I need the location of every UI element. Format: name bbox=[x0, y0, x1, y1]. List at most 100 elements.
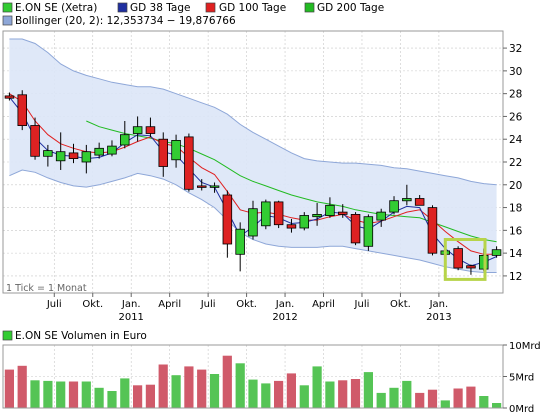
candle bbox=[107, 140, 117, 157]
candle-body-down bbox=[222, 194, 233, 245]
legend-swatch-gd38 bbox=[117, 2, 128, 13]
x-tick-label: Jan. bbox=[275, 299, 295, 310]
volume-grid bbox=[3, 345, 503, 408]
candle bbox=[261, 199, 271, 230]
volume-plot: 0Mrd 5Mrd 10Mrd bbox=[2, 341, 541, 415]
volume-bar-up bbox=[43, 380, 53, 408]
candle-body-up bbox=[325, 204, 335, 217]
bollinger-band bbox=[9, 38, 497, 273]
bollinger-upper-line bbox=[9, 38, 497, 186]
volume-y-tick-label: 0Mrd bbox=[509, 404, 534, 413]
volume-bar-down bbox=[274, 380, 284, 408]
x-tick-label: April bbox=[158, 299, 181, 310]
price-y-tick-label: 28 bbox=[509, 89, 522, 101]
candle-body-down bbox=[196, 185, 207, 188]
legend-label-price: E.ON SE (Xetra) bbox=[15, 2, 97, 14]
volume-legend: E.ON SE Volumen in Euro bbox=[2, 330, 147, 342]
price-y-tick-label: 20 bbox=[509, 180, 522, 192]
candle bbox=[184, 133, 194, 192]
volume-bar-down bbox=[286, 373, 296, 408]
candle bbox=[389, 196, 399, 215]
candle-body-up bbox=[43, 150, 53, 157]
volume-bars bbox=[4, 355, 502, 408]
x-tick-label: Juli bbox=[354, 299, 370, 310]
volume-bar-down bbox=[184, 366, 194, 408]
candle bbox=[120, 120, 130, 149]
candles bbox=[4, 90, 502, 275]
x-tick-label: Juli bbox=[46, 299, 62, 310]
candle bbox=[273, 200, 284, 229]
volume-bar-down bbox=[350, 379, 361, 408]
candle-body-down bbox=[158, 138, 168, 167]
legend-item-bollinger: Bollinger (20, 2): 12,353734 − 19,876766 bbox=[2, 15, 236, 27]
volume-bar-down bbox=[145, 384, 155, 408]
year-label: 2011 bbox=[118, 312, 143, 323]
volume-bar-up bbox=[312, 366, 322, 408]
legend-item-gd200: GD 200 Tage bbox=[304, 2, 384, 14]
legend-swatch-price bbox=[2, 2, 13, 13]
candle-body-up bbox=[248, 208, 258, 237]
x-tick-label: Jan. bbox=[429, 299, 449, 310]
price-y-tick-label: 22 bbox=[509, 157, 522, 169]
candle bbox=[17, 90, 27, 131]
candle bbox=[286, 218, 297, 233]
candle-body-up bbox=[235, 228, 245, 255]
candle-body-up bbox=[376, 211, 386, 221]
candle-body-down bbox=[273, 201, 284, 226]
x-tick-label: April bbox=[312, 299, 335, 310]
candle-body-up bbox=[107, 145, 117, 155]
price-y-tick-label: 16 bbox=[509, 225, 523, 237]
legend-label-gd200: GD 200 Tage bbox=[317, 2, 384, 14]
x-axis: Juli Okt. Jan. April Juli Okt. Jan. April Juli Ok… bbox=[46, 293, 452, 323]
candle-body-down bbox=[286, 224, 297, 229]
x-tick-label: Okt. bbox=[236, 299, 257, 310]
candle-body-down bbox=[68, 152, 79, 159]
price-y-tick-label: 30 bbox=[509, 66, 522, 78]
candle bbox=[235, 222, 245, 272]
volume-bar-down bbox=[338, 380, 348, 408]
price-y-tick-label: 24 bbox=[509, 134, 523, 146]
price-plot: 12 14 16 18 20 22 24 26 28 30 32 1 Tick = 1 Monat bbox=[2, 30, 523, 294]
candle bbox=[350, 212, 361, 246]
candle-body-up bbox=[81, 151, 92, 163]
year-label: 2012 bbox=[272, 312, 297, 323]
volume-bar-down bbox=[17, 365, 27, 408]
candle-body-down bbox=[466, 265, 476, 269]
volume-bar-down bbox=[453, 388, 463, 408]
candle-body-up bbox=[389, 200, 399, 213]
candle bbox=[337, 204, 348, 218]
volume-y-tick-label: 5Mrd bbox=[509, 373, 534, 384]
candle-body-down bbox=[414, 198, 425, 206]
volume-bar-down bbox=[222, 355, 232, 408]
volume-legend-label: E.ON SE Volumen in Euro bbox=[15, 330, 147, 342]
candle bbox=[453, 246, 463, 271]
price-y-axis: 12 14 16 18 20 22 24 26 28 30 32 bbox=[503, 43, 523, 283]
highlight-box bbox=[443, 238, 487, 281]
volume-bar-up bbox=[30, 380, 40, 408]
candle-body-up bbox=[312, 213, 322, 218]
candle bbox=[94, 142, 104, 159]
volume-bar-up bbox=[402, 380, 412, 408]
volume-bar-up bbox=[440, 400, 450, 408]
candle bbox=[4, 92, 15, 101]
candle bbox=[222, 190, 233, 258]
x-tick-label: Okt. bbox=[82, 299, 103, 310]
candle-body-down bbox=[30, 125, 40, 157]
candle bbox=[132, 116, 143, 142]
volume-bar-up bbox=[325, 381, 335, 408]
volume-bar-up bbox=[299, 385, 309, 408]
candle-body-up bbox=[261, 201, 271, 227]
candle-body-down bbox=[145, 126, 156, 134]
candle bbox=[363, 214, 374, 251]
volume-bar-up bbox=[120, 378, 130, 408]
candle-body-up bbox=[491, 249, 502, 256]
x-tick-label: Okt. bbox=[390, 299, 411, 310]
candle-body-up bbox=[402, 198, 412, 202]
candle bbox=[466, 264, 476, 275]
volume-bar-up bbox=[376, 392, 386, 408]
candle-body-down bbox=[427, 207, 438, 254]
legend-swatch-gd100 bbox=[205, 2, 216, 13]
volume-bar-up bbox=[171, 375, 181, 408]
year-label: 2013 bbox=[426, 312, 451, 323]
